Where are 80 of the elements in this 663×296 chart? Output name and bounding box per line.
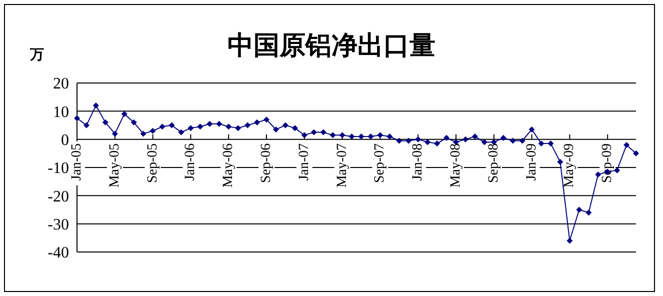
- point: [386, 134, 393, 140]
- point: [272, 126, 279, 132]
- point: [310, 129, 317, 136]
- x-tick-label: May-05: [107, 143, 122, 188]
- point: [548, 140, 554, 147]
- point: [528, 126, 535, 132]
- point: [178, 129, 184, 136]
- point: [424, 139, 431, 146]
- point: [377, 132, 384, 138]
- point: [121, 110, 128, 117]
- point: [472, 134, 478, 140]
- x-tick-label: May-09: [562, 143, 578, 188]
- point: [150, 128, 156, 134]
- point: [282, 122, 288, 128]
- point: [415, 136, 422, 142]
- point: [368, 134, 374, 140]
- point: [614, 167, 620, 174]
- y-tick-label: -20: [48, 188, 69, 206]
- point: [159, 124, 166, 130]
- y-tick-label: 10: [53, 104, 69, 121]
- point: [624, 142, 630, 148]
- point: [112, 130, 118, 137]
- y-tick-label: 0: [61, 132, 69, 150]
- x-tick-label: Jan-06: [183, 143, 198, 181]
- point: [140, 130, 146, 137]
- y-axis-title: 万: [30, 47, 44, 64]
- chart-title: 中国原铝净出口量: [228, 31, 436, 60]
- x-tick-label: Sep-06: [258, 143, 274, 184]
- point: [566, 238, 573, 244]
- point: [206, 120, 213, 127]
- point: [358, 134, 364, 140]
- y-tick-label: -40: [48, 244, 69, 262]
- point: [197, 124, 204, 130]
- point: [348, 134, 355, 140]
- point: [557, 158, 564, 165]
- point: [254, 119, 260, 126]
- x-tick-label: Sep-07: [372, 143, 388, 184]
- point: [481, 139, 488, 146]
- point: [244, 122, 251, 128]
- y-tick-label: 20: [53, 76, 69, 93]
- point: [216, 120, 222, 127]
- x-tick-label: Sep-08: [486, 143, 502, 184]
- point: [519, 138, 526, 144]
- point: [444, 134, 450, 141]
- x-tick-label: May-06: [221, 143, 236, 188]
- point: [226, 124, 232, 130]
- point: [102, 119, 108, 126]
- point: [586, 210, 592, 216]
- point: [92, 102, 99, 109]
- point: [406, 138, 412, 144]
- point: [168, 122, 175, 128]
- point: [292, 125, 298, 132]
- x-tick-label: Sep-05: [145, 143, 160, 184]
- y-tick-label: -30: [48, 216, 69, 234]
- x-tick-label: Jan-05: [70, 143, 84, 181]
- point: [301, 132, 308, 138]
- point: [462, 136, 468, 142]
- point: [330, 132, 336, 138]
- point: [595, 172, 602, 178]
- x-tick-label: Jan-08: [410, 143, 426, 181]
- point: [235, 125, 242, 132]
- point: [130, 119, 137, 126]
- point: [339, 132, 346, 138]
- point: [188, 125, 194, 132]
- y-tick-label: -10: [48, 160, 69, 178]
- x-tick-label: Jan-07: [296, 143, 312, 181]
- x-tick-label: May-07: [334, 143, 350, 188]
- point: [434, 140, 440, 147]
- point: [576, 206, 582, 213]
- point: [83, 122, 90, 128]
- point: [500, 134, 506, 141]
- point: [263, 116, 270, 123]
- point: [320, 129, 326, 136]
- point: [538, 140, 544, 147]
- point: [633, 150, 639, 156]
- point: [74, 115, 80, 122]
- x-tick-label: Jan-09: [524, 143, 540, 181]
- x-tick-label: May-08: [448, 143, 464, 188]
- point: [510, 138, 516, 144]
- point: [396, 138, 402, 144]
